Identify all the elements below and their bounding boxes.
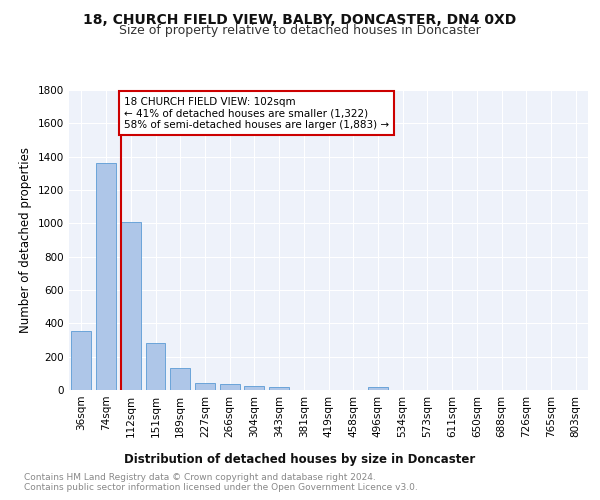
Bar: [170, 368, 190, 390]
Text: Contains HM Land Registry data © Crown copyright and database right 2024.
Contai: Contains HM Land Registry data © Crown c…: [24, 472, 418, 492]
Bar: [146, 342, 166, 390]
Text: Distribution of detached houses by size in Doncaster: Distribution of detached houses by size …: [124, 452, 476, 466]
Bar: [121, 222, 140, 390]
Y-axis label: Number of detached properties: Number of detached properties: [19, 147, 32, 333]
Bar: [244, 386, 264, 390]
Bar: [368, 387, 388, 390]
Bar: [269, 386, 289, 390]
Text: 18 CHURCH FIELD VIEW: 102sqm
← 41% of detached houses are smaller (1,322)
58% of: 18 CHURCH FIELD VIEW: 102sqm ← 41% of de…: [124, 96, 389, 130]
Text: 18, CHURCH FIELD VIEW, BALBY, DONCASTER, DN4 0XD: 18, CHURCH FIELD VIEW, BALBY, DONCASTER,…: [83, 12, 517, 26]
Bar: [96, 162, 116, 390]
Bar: [195, 383, 215, 390]
Text: Size of property relative to detached houses in Doncaster: Size of property relative to detached ho…: [119, 24, 481, 37]
Bar: [220, 384, 239, 390]
Bar: [71, 331, 91, 390]
